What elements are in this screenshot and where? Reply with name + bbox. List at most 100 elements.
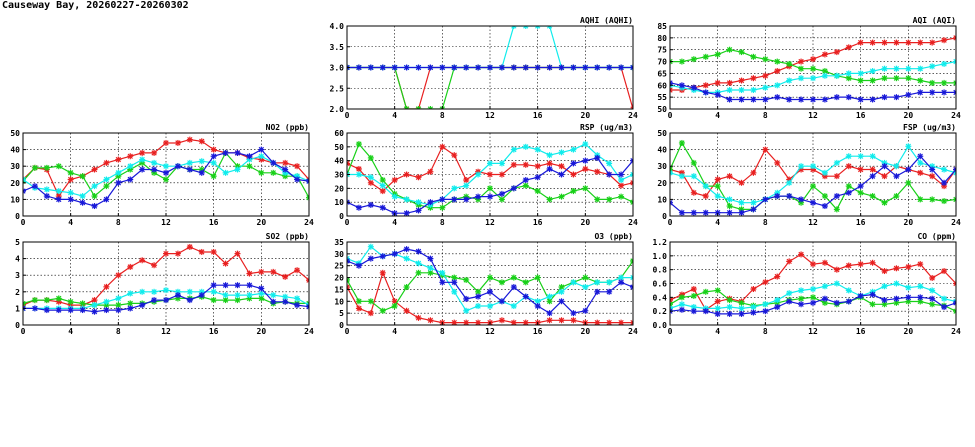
data-point	[738, 77, 745, 84]
y-tick-label: 80	[657, 34, 667, 43]
data-point	[79, 199, 86, 206]
data-point	[115, 272, 122, 279]
chart-aqhi: AQHI (AQHI) 0 4 8 12 16 20 24 2.0 2.5 3.0 3.5 4.0	[330, 16, 638, 120]
data-point	[941, 295, 948, 302]
data-point	[558, 64, 565, 71]
data-point	[43, 297, 50, 304]
data-point	[606, 171, 613, 178]
x-tick-label: 8	[116, 218, 121, 227]
chart-title: RSP (ug/m3)	[580, 123, 633, 132]
data-point	[355, 141, 362, 148]
data-point	[905, 179, 912, 186]
y-tick-label: 20	[657, 179, 667, 188]
y-tick-label: 40	[10, 146, 20, 155]
data-point	[498, 317, 505, 324]
data-point	[487, 64, 493, 71]
data-point	[403, 307, 410, 314]
x-tick-label: 4	[68, 218, 73, 227]
data-point	[570, 171, 577, 178]
page-title: Causeway Bay, 20260227-20260302	[2, 0, 189, 11]
y-tick-label: 1	[15, 304, 20, 313]
data-point	[139, 257, 146, 264]
data-point	[570, 146, 577, 153]
chart-title: CO (ppm)	[917, 232, 956, 241]
data-point	[630, 319, 633, 325]
data-point	[534, 146, 541, 153]
data-point	[857, 70, 864, 77]
data-point	[738, 179, 745, 186]
data-point	[115, 169, 122, 176]
data-point	[917, 89, 924, 96]
data-point	[833, 299, 840, 306]
data-point	[210, 153, 217, 160]
data-point	[151, 288, 158, 295]
data-point	[43, 193, 50, 200]
data-point	[845, 287, 852, 294]
data-point	[893, 65, 900, 72]
data-point	[282, 166, 289, 173]
data-point	[929, 274, 936, 281]
data-point	[750, 309, 757, 316]
y-tick-label: 2.5	[330, 84, 345, 93]
data-point	[91, 308, 98, 315]
data-point	[702, 193, 709, 200]
x-tick-label: 4	[715, 327, 720, 336]
data-point	[774, 82, 781, 89]
data-point	[55, 295, 62, 302]
data-point	[630, 274, 633, 281]
data-point	[23, 300, 26, 307]
data-point	[762, 308, 769, 315]
data-point	[347, 284, 350, 291]
data-point	[151, 297, 158, 304]
data-point	[510, 303, 517, 310]
data-point	[222, 149, 229, 156]
series-blue	[670, 153, 956, 216]
data-point	[475, 293, 482, 300]
data-point	[234, 250, 241, 257]
data-point	[115, 295, 122, 302]
data-point	[415, 260, 422, 267]
data-point	[670, 79, 673, 86]
data-point	[893, 173, 900, 180]
data-point	[582, 185, 589, 192]
data-point	[798, 301, 805, 308]
data-point	[810, 299, 816, 306]
series-red	[670, 34, 956, 94]
data-point	[498, 64, 505, 71]
data-point	[510, 26, 517, 29]
y-tick-label: 15	[334, 285, 344, 294]
y-tick-label: 20	[334, 184, 344, 193]
data-point	[857, 77, 864, 84]
data-point	[893, 75, 900, 82]
data-point	[186, 288, 193, 295]
data-point	[750, 286, 757, 293]
data-point	[222, 260, 229, 267]
data-point	[594, 288, 601, 295]
data-point	[606, 196, 613, 203]
y-tick-label: 20	[334, 274, 344, 283]
data-point	[379, 269, 386, 276]
data-point	[845, 262, 852, 269]
y-tick-label: 10	[334, 198, 344, 207]
data-point	[487, 193, 493, 200]
data-point	[347, 160, 350, 167]
data-point	[43, 164, 50, 171]
data-point	[546, 310, 553, 317]
data-point	[750, 75, 757, 82]
data-point	[139, 302, 146, 309]
y-tick-label: 1.2	[653, 238, 668, 247]
data-point	[270, 169, 277, 176]
data-point	[222, 169, 229, 176]
data-point	[367, 64, 374, 71]
y-tick-label: 4.0	[330, 22, 345, 31]
data-point	[750, 87, 757, 94]
x-tick-label: 16	[856, 218, 866, 227]
data-point	[833, 159, 840, 166]
data-point	[929, 39, 936, 46]
data-point	[570, 279, 577, 286]
data-point	[714, 91, 721, 98]
data-point	[857, 261, 864, 268]
data-point	[798, 75, 805, 82]
data-point	[379, 188, 386, 195]
